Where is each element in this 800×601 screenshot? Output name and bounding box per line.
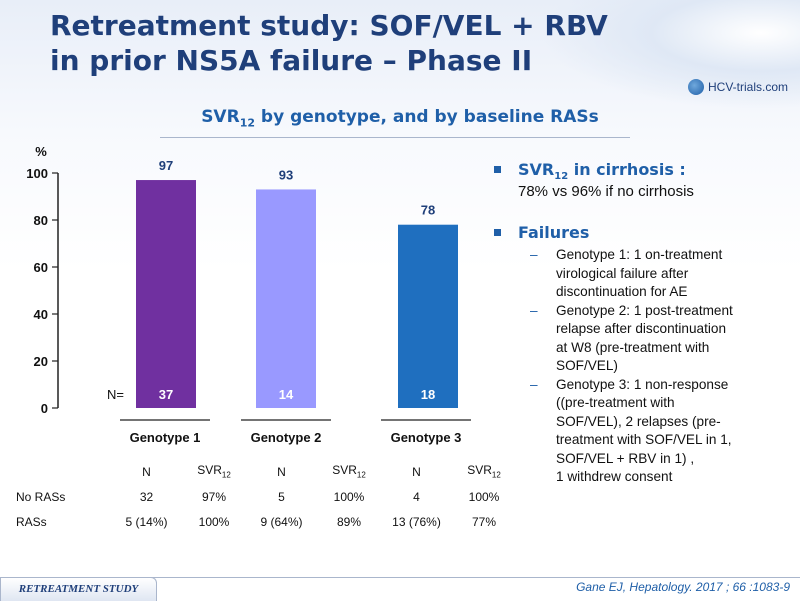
failure-item-line: ((pre-treatment with	[556, 395, 675, 411]
table-cell: 13 (76%)	[392, 514, 441, 529]
section-tab-label: RETREATMENT STUDY	[18, 583, 139, 595]
bullet-heading: SVR12 in cirrhosis :	[518, 160, 686, 183]
globe-icon	[688, 79, 704, 95]
dash-bullet-icon: –	[530, 376, 538, 392]
y-tick-label: 100	[26, 166, 48, 181]
failure-item-line: at W8 (pre-treatment with	[556, 339, 710, 355]
footer-rule	[0, 577, 800, 578]
failure-item-line: Genotype 3: 1 non-response	[556, 376, 729, 392]
subtitle-divider	[160, 137, 630, 138]
background-splash	[540, 0, 800, 110]
slide-title: Retreatment study: SOF/VEL + RBV in prio…	[50, 8, 608, 78]
bar-genotype-2	[256, 189, 316, 408]
failure-item-line: treatment with SOF/VEL in 1,	[556, 432, 732, 448]
failure-item-line: relapse after discontinuation	[556, 321, 727, 337]
table-cell: 5 (14%)	[125, 514, 168, 529]
rass-table: N SVR12 N SVR12 N SVR12 No RASs 32 97% 5…	[16, 459, 515, 534]
dash-bullet-icon: –	[530, 302, 538, 318]
bar-genotype-1	[136, 180, 196, 408]
failure-item: – Genotype 1: 1 on-treatment virological f…	[518, 246, 790, 302]
table-cell: 4	[413, 489, 420, 504]
table-cell: 77%	[471, 514, 497, 529]
subtitle-pre: SVR	[201, 107, 240, 127]
subtitle-sub: 12	[239, 116, 255, 130]
square-bullet-icon	[494, 166, 501, 173]
rass-table-header-row: N SVR12 N SVR12 N SVR12	[16, 459, 515, 484]
failures-list: – Genotype 1: 1 on-treatment virological f…	[518, 246, 790, 487]
x-tick-label: Genotype 3	[391, 430, 462, 445]
table-cell: 9 (64%)	[260, 514, 303, 529]
failure-item-line: Genotype 2: 1 post-treatment	[556, 302, 733, 318]
dash-bullet-icon: –	[530, 247, 538, 263]
bar-value-label: 93	[279, 167, 293, 182]
x-tick-label: Genotype 1	[130, 430, 201, 445]
n-label: N=	[107, 387, 124, 402]
row-label: RASs	[16, 514, 47, 529]
table-cell: 97%	[201, 489, 227, 504]
bullet-heading: Failures	[518, 223, 590, 243]
table-row: RASs 5 (14%) 100% 9 (64%) 89% 13 (76%) 7…	[16, 509, 515, 534]
y-tick-label: 0	[41, 401, 48, 416]
col-header: SVR12	[332, 463, 366, 480]
table-cell: 89%	[336, 514, 362, 529]
bullet-text: 78% vs 96% if no cirrhosis	[518, 183, 694, 201]
slide-title-line-2: in prior NS5A failure – Phase II	[50, 44, 533, 77]
bar-genotype-3	[398, 224, 458, 408]
failure-item-line: 1 withdrew consent	[556, 469, 673, 485]
col-header: N	[277, 464, 286, 479]
bullet-failures: Failures – Genotype 1: 1 on-treatment viro…	[490, 223, 790, 487]
col-header: SVR12	[467, 463, 501, 480]
table-row: No RASs 32 97% 5 100% 4 100%	[16, 484, 515, 509]
failure-item: – Genotype 3: 1 non-response ((pre-treatme…	[518, 376, 790, 487]
failure-item-line: SOF/VEL + RBV in 1) ,	[556, 450, 695, 466]
citation: Gane EJ, Hepatology. 2017 ; 66 :1083-9	[576, 580, 790, 594]
chart-subtitle: SVR12 by genotype, and by baseline RASs	[0, 107, 800, 129]
bar-value-label: 97	[159, 158, 173, 173]
y-tick-label: 20	[34, 354, 48, 369]
failure-item-line: virological failure after	[556, 265, 689, 281]
table-cell: 100%	[333, 489, 365, 504]
y-tick-label: 80	[34, 213, 48, 228]
subtitle-post: by genotype, and by baseline RASs	[255, 107, 599, 127]
x-tick-label: Genotype 2	[251, 430, 322, 445]
findings-panel: SVR12 in cirrhosis : 78% vs 96% if no ci…	[490, 160, 790, 501]
failure-item-line: Genotype 1: 1 on-treatment	[556, 247, 723, 263]
col-header: N	[142, 464, 151, 479]
failure-item-line: discontinuation for AE	[556, 284, 688, 300]
logo-text: HCV-trials.com	[708, 80, 789, 94]
col-header: SVR12	[197, 463, 231, 480]
table-cell: 5	[278, 489, 285, 504]
section-tab: RETREATMENT STUDY	[0, 577, 157, 601]
failure-item-line: SOF/VEL)	[556, 358, 618, 374]
bar-n-label: 14	[279, 387, 294, 402]
bar-n-label: 37	[159, 387, 173, 402]
y-axis-label: %	[35, 144, 47, 159]
hcv-trials-logo: HCV-trials.com	[688, 76, 788, 98]
row-label: No RASs	[16, 489, 66, 504]
table-cell: 100%	[468, 489, 500, 504]
failure-item-line: SOF/VEL), 2 relapses (pre-	[556, 413, 721, 429]
y-tick-label: 40	[34, 307, 48, 322]
y-tick-label: 60	[34, 260, 48, 275]
bullet-cirrhosis: SVR12 in cirrhosis : 78% vs 96% if no ci…	[490, 160, 790, 201]
col-header: N	[412, 464, 421, 479]
bar-n-label: 18	[421, 387, 435, 402]
bar-value-label: 78	[421, 203, 435, 218]
slide-title-line-1: Retreatment study: SOF/VEL + RBV	[50, 9, 608, 42]
square-bullet-icon	[494, 229, 501, 237]
failure-item: – Genotype 2: 1 post-treatment relapse aft…	[518, 302, 790, 376]
table-cell: 100%	[198, 514, 230, 529]
table-cell: 32	[139, 489, 154, 504]
